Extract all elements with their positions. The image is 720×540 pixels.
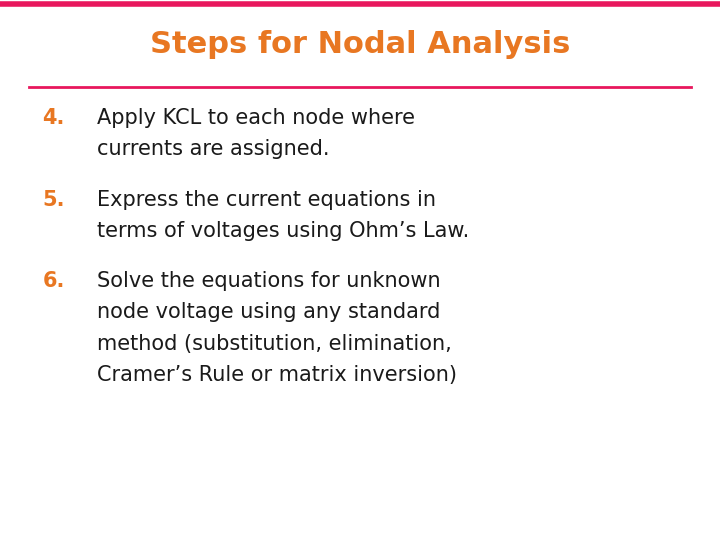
Text: Cramer’s Rule or matrix inversion): Cramer’s Rule or matrix inversion) [97, 365, 457, 385]
Text: Solve the equations for unknown: Solve the equations for unknown [97, 271, 441, 291]
Text: node voltage using any standard: node voltage using any standard [97, 302, 441, 322]
Text: terms of voltages using Ohm’s Law.: terms of voltages using Ohm’s Law. [97, 221, 469, 241]
Text: Steps for Nodal Analysis: Steps for Nodal Analysis [150, 30, 570, 59]
Text: currents are assigned.: currents are assigned. [97, 139, 330, 159]
Text: 4.: 4. [42, 108, 65, 128]
Text: Apply KCL to each node where: Apply KCL to each node where [97, 108, 415, 128]
Text: 6.: 6. [42, 271, 65, 291]
Text: method (substitution, elimination,: method (substitution, elimination, [97, 334, 452, 354]
Text: 5.: 5. [42, 190, 65, 210]
Text: Express the current equations in: Express the current equations in [97, 190, 436, 210]
